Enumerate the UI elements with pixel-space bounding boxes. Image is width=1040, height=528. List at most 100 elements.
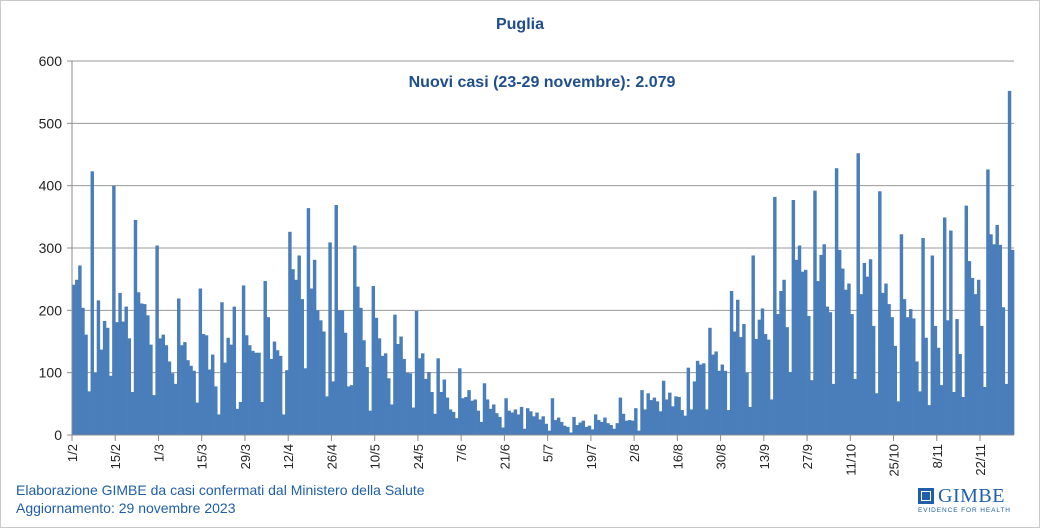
bar <box>683 415 687 435</box>
gimbe-logo: GIMBE EVIDENCE FOR HEALTH <box>918 485 1018 514</box>
bar <box>288 231 292 435</box>
bar <box>770 399 774 435</box>
bar <box>328 242 332 435</box>
bar <box>210 354 215 435</box>
bar <box>189 365 193 435</box>
bar <box>952 391 956 435</box>
bar <box>640 390 644 435</box>
bar <box>526 408 530 435</box>
bar <box>745 372 749 435</box>
bar <box>309 288 314 435</box>
bar <box>995 224 999 435</box>
bar <box>516 414 521 435</box>
bar <box>424 378 428 435</box>
bar <box>1007 90 1012 436</box>
y-tick-label: 400 <box>39 178 63 194</box>
bar <box>454 418 459 435</box>
bar <box>207 369 212 435</box>
bar <box>405 372 409 435</box>
bar <box>473 399 477 435</box>
bar-series <box>72 90 1015 436</box>
bar <box>241 285 246 435</box>
bar <box>458 368 462 435</box>
bar <box>800 271 805 435</box>
bar <box>729 291 734 435</box>
x-tick-label: 27/9 <box>800 444 815 469</box>
bar <box>627 420 632 435</box>
bar <box>949 230 953 435</box>
bar <box>112 185 116 435</box>
bar <box>757 319 762 435</box>
bar <box>689 409 694 435</box>
bar <box>173 383 178 435</box>
bar <box>139 303 144 435</box>
bar <box>612 428 616 435</box>
bar <box>186 360 190 435</box>
bar <box>260 401 264 435</box>
bar <box>961 396 965 435</box>
bar <box>559 421 564 435</box>
bar <box>155 245 159 435</box>
bar <box>485 399 490 435</box>
bar <box>924 337 928 435</box>
bar <box>177 298 181 435</box>
bar <box>853 378 857 435</box>
bar <box>593 414 598 435</box>
bar <box>501 427 505 435</box>
bar <box>637 430 641 435</box>
bar <box>958 353 962 435</box>
bar <box>195 402 199 435</box>
bar <box>300 299 304 435</box>
bar <box>862 262 867 435</box>
bar <box>671 406 675 435</box>
bar <box>368 410 372 435</box>
bar <box>164 345 169 435</box>
bar <box>859 294 864 435</box>
x-tick-label: 15/2 <box>108 444 123 469</box>
bar <box>698 364 703 435</box>
bar <box>773 196 777 435</box>
bar <box>603 417 607 435</box>
x-tick-label: 1/3 <box>151 444 166 462</box>
bar <box>365 367 369 435</box>
bar <box>377 338 382 435</box>
bar <box>547 430 552 435</box>
bar <box>881 292 885 435</box>
bar <box>75 279 79 435</box>
bar <box>936 347 941 435</box>
bar <box>776 314 780 435</box>
bar <box>387 378 391 435</box>
bar <box>646 393 650 435</box>
bar <box>214 386 218 435</box>
x-tick-label: 7/6 <box>454 444 469 462</box>
axes: 0 100 200 300 400 500 600 1/2 15/2 1/3 15/3 29/3 12/… <box>39 53 1014 477</box>
bar <box>439 391 443 435</box>
bar <box>828 312 833 435</box>
bar <box>788 372 792 435</box>
bar <box>115 322 119 435</box>
bar <box>760 308 765 435</box>
x-tick-label: 24/5 <box>411 444 426 469</box>
bar <box>519 406 524 435</box>
bar <box>325 396 329 435</box>
bar <box>674 396 678 435</box>
bar <box>272 341 277 435</box>
bar <box>816 281 820 435</box>
bar <box>522 428 527 435</box>
bar <box>356 286 360 435</box>
bar <box>652 397 657 435</box>
bar <box>346 386 351 435</box>
bar <box>563 425 567 435</box>
bar <box>813 190 817 435</box>
bar <box>390 404 394 435</box>
bar <box>294 279 298 435</box>
bar <box>217 414 221 435</box>
bar <box>93 372 98 435</box>
bar <box>973 294 978 435</box>
bar <box>794 259 799 435</box>
bar <box>921 238 925 435</box>
y-tick-label: 200 <box>39 302 63 318</box>
bar <box>964 205 969 435</box>
bar <box>575 425 579 435</box>
bar <box>569 432 573 435</box>
